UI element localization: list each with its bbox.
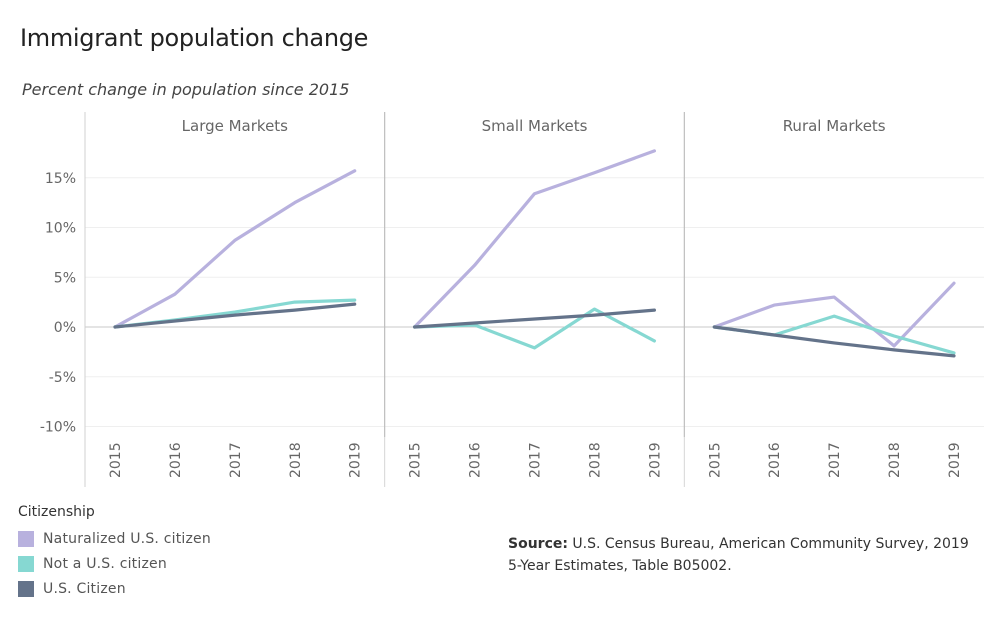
source-note: Source: U.S. Census Bureau, American Com… [508,533,969,577]
x-tick-label: 2017 [827,442,843,478]
legend-item-us-citizen[interactable]: U.S. Citizen [18,576,211,601]
chart-area: 15% 10% 5% 0% -5% -10% Large Markets 2015 2016 20… [40,112,984,487]
legend-swatch [18,555,34,572]
panel-header: Rural Markets [783,117,886,135]
x-tick-label: 2019 [348,442,364,478]
x-tick-label: 2018 [288,442,304,478]
x-tick-label: 2015 [108,442,124,478]
x-tick-label: 2015 [408,442,424,478]
x-tick-label: 2016 [767,442,783,478]
legend-label: Naturalized U.S. citizen [43,530,211,547]
chart-subtitle: Percent change in population since 2015 [22,80,350,99]
x-tick-label: 2017 [528,442,544,478]
y-tick-label: 5% [54,270,76,286]
legend-label: U.S. Citizen [43,580,126,597]
legend-swatch [18,580,34,597]
series-line [712,281,956,348]
y-tick-label: 10% [45,221,76,237]
x-tick-label: 2017 [228,442,244,478]
legend: Citizenship Naturalized U.S. citizen Not… [18,504,211,601]
y-tick-label: 15% [45,171,76,187]
legend-item-naturalized[interactable]: Naturalized U.S. citizen [18,526,211,551]
legend-label: Not a U.S. citizen [43,555,167,572]
panel-header: Small Markets [482,117,588,135]
legend-swatch [18,530,34,547]
y-tick-label: -10% [40,420,76,436]
x-tick-label: 2018 [887,442,903,478]
series-line [413,308,657,329]
source-label: Source: [508,536,568,552]
series-line [712,325,956,358]
series-line [113,302,357,329]
series-line [413,149,657,329]
x-tick-label: 2015 [707,442,723,478]
panel-header: Large Markets [182,117,289,135]
source-line-1: U.S. Census Bureau, American Community S… [567,536,969,552]
y-tick-label: 0% [54,320,76,336]
series-line [413,307,657,350]
x-tick-label: 2018 [587,442,603,478]
y-tick-label: -5% [49,370,76,386]
series-line [113,169,357,329]
source-line-2: 5-Year Estimates, Table B05002. [508,558,732,574]
x-tick-label: 2019 [647,442,663,478]
x-tick-label: 2019 [947,442,963,478]
x-tick-label: 2016 [468,442,484,478]
chart-title: Immigrant population change [20,24,369,52]
legend-title: Citizenship [18,504,95,520]
x-tick-label: 2016 [168,442,184,478]
legend-item-not-citizen[interactable]: Not a U.S. citizen [18,551,211,576]
